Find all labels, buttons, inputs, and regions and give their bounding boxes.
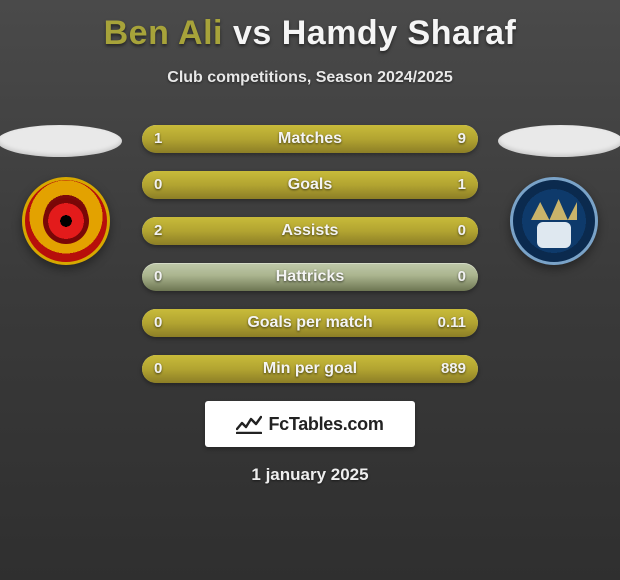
stat-bar: 19Matches (142, 125, 478, 153)
pedestal-right (498, 125, 620, 157)
stat-label: Goals (142, 171, 478, 199)
stat-label: Matches (142, 125, 478, 153)
stat-label: Hattricks (142, 263, 478, 291)
stat-label: Min per goal (142, 355, 478, 383)
brand-badge: FcTables.com (205, 401, 415, 447)
stat-bar: 00Hattricks (142, 263, 478, 291)
stage: 19Matches 01Goals 20Assists 00Hattricks 00.1… (0, 125, 620, 485)
stat-label: Assists (142, 217, 478, 245)
stat-bar: 01Goals (142, 171, 478, 199)
stat-bar: 00.11Goals per match (142, 309, 478, 337)
vs-text: vs (233, 14, 272, 52)
stat-label: Goals per match (142, 309, 478, 337)
date-text: 1 january 2025 (0, 465, 620, 485)
stat-bar: 0889Min per goal (142, 355, 478, 383)
stat-bars: 19Matches 01Goals 20Assists 00Hattricks 00.1… (142, 125, 478, 383)
pedestal-left (0, 125, 122, 157)
player2-name: Hamdy Sharaf (282, 14, 517, 52)
brand-text: FcTables.com (268, 414, 383, 435)
player1-name: Ben Ali (104, 14, 223, 52)
page-title: Ben Ali vs Hamdy Sharaf (0, 14, 620, 53)
comparison-card: Ben Ali vs Hamdy Sharaf Club competition… (0, 0, 620, 485)
brand-chart-icon (236, 414, 262, 434)
team-logo-left (22, 177, 110, 265)
team-logo-right (510, 177, 598, 265)
stat-bar: 20Assists (142, 217, 478, 245)
subtitle: Club competitions, Season 2024/2025 (0, 69, 620, 87)
